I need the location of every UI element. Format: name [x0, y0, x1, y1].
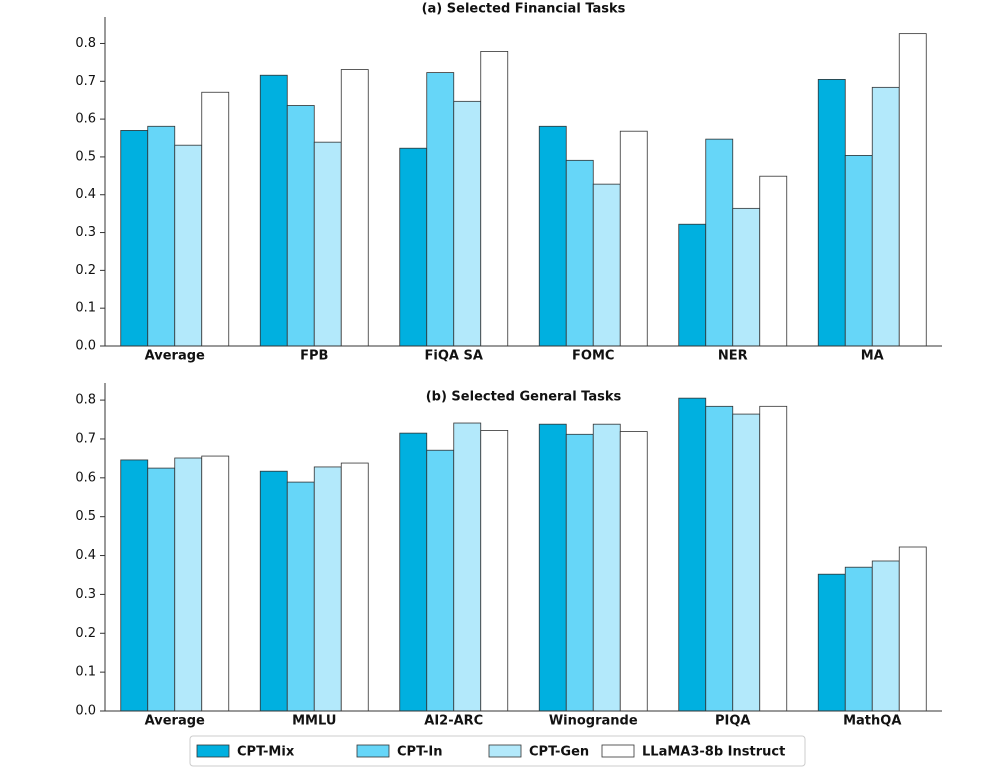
bar	[678, 397, 707, 712]
x-tick-label: PIQA	[715, 714, 750, 729]
legend-swatch	[196, 744, 230, 758]
bar	[871, 86, 900, 347]
y-tick-label: 0.4	[75, 548, 96, 563]
bar	[453, 100, 482, 347]
bar	[538, 125, 567, 347]
bar	[453, 422, 482, 712]
x-tick-label: MMLU	[292, 714, 336, 729]
chart-title: (a) Selected Financial Tasks	[422, 2, 626, 17]
bar	[174, 457, 203, 712]
x-tick-label: Average	[145, 349, 205, 364]
y-tick-label: 0.6	[75, 470, 96, 485]
y-tick-label: 0.8	[75, 36, 96, 51]
y-tick-label: 0.6	[75, 112, 96, 127]
bar	[619, 130, 648, 347]
bar	[286, 105, 315, 347]
bar	[705, 138, 734, 347]
y-tick-label: 0.7	[75, 431, 96, 446]
x-tick-label: Winogrande	[549, 714, 638, 729]
x-tick-label: AI2-ARC	[424, 714, 483, 729]
legend-label: LLaMA3-8b Instruct	[642, 745, 785, 760]
x-tick-label: FPB	[300, 349, 328, 364]
bar	[898, 33, 927, 347]
bar	[619, 431, 648, 712]
bar	[426, 449, 455, 712]
y-tick-label: 0.0	[75, 339, 96, 354]
bar	[399, 147, 428, 347]
y-tick-label: 0.0	[75, 704, 96, 719]
bar	[678, 223, 707, 347]
x-tick-label: MathQA	[843, 714, 901, 729]
bar	[592, 183, 621, 347]
x-tick-label: FOMC	[572, 349, 614, 364]
chart-title: (b) Selected General Tasks	[426, 390, 622, 405]
bar	[538, 423, 567, 712]
bar	[592, 423, 621, 712]
y-tick-label: 0.1	[75, 665, 96, 680]
legend-label: CPT-Mix	[237, 745, 295, 760]
bar	[565, 433, 594, 712]
y-tick-label: 0.2	[75, 263, 96, 278]
y-tick-label: 0.2	[75, 626, 96, 641]
bar	[732, 413, 761, 712]
bar	[313, 141, 342, 347]
x-tick-label: Average	[145, 714, 205, 729]
bar	[480, 51, 509, 347]
bar	[844, 155, 873, 347]
bar	[898, 546, 927, 712]
x-tick-label: MA	[861, 349, 884, 364]
bar	[871, 560, 900, 712]
bar	[147, 125, 176, 347]
legend-swatch	[601, 744, 635, 758]
bar	[259, 470, 288, 712]
bar	[426, 72, 455, 347]
bar	[759, 405, 788, 712]
bar	[120, 459, 149, 712]
legend-label: CPT-Gen	[529, 745, 589, 760]
bar	[732, 207, 761, 347]
x-tick-label: NER	[718, 349, 748, 364]
bar	[147, 467, 176, 712]
y-tick-label: 0.3	[75, 225, 96, 240]
bar	[817, 78, 846, 347]
y-tick-label: 0.5	[75, 509, 96, 524]
bar	[705, 405, 734, 712]
bar	[286, 481, 315, 712]
bar	[844, 566, 873, 712]
bar	[399, 432, 428, 712]
bar	[174, 144, 203, 347]
x-tick-label: FiQA SA	[425, 349, 483, 364]
y-tick-label: 0.4	[75, 187, 96, 202]
bar	[759, 175, 788, 347]
bar	[340, 69, 369, 347]
bar	[340, 462, 369, 712]
bar	[201, 455, 230, 712]
y-tick-label: 0.5	[75, 149, 96, 164]
legend-swatch	[488, 744, 522, 758]
bar	[565, 159, 594, 347]
bar	[313, 466, 342, 712]
y-tick-label: 0.3	[75, 587, 96, 602]
bar	[817, 573, 846, 712]
y-tick-label: 0.8	[75, 393, 96, 408]
bar	[120, 130, 149, 347]
y-tick-label: 0.7	[75, 74, 96, 89]
bar	[201, 91, 230, 347]
y-tick-label: 0.1	[75, 301, 96, 316]
legend-label: CPT-In	[397, 745, 443, 760]
bar	[259, 74, 288, 347]
legend-swatch	[356, 744, 390, 758]
bar	[480, 430, 509, 712]
